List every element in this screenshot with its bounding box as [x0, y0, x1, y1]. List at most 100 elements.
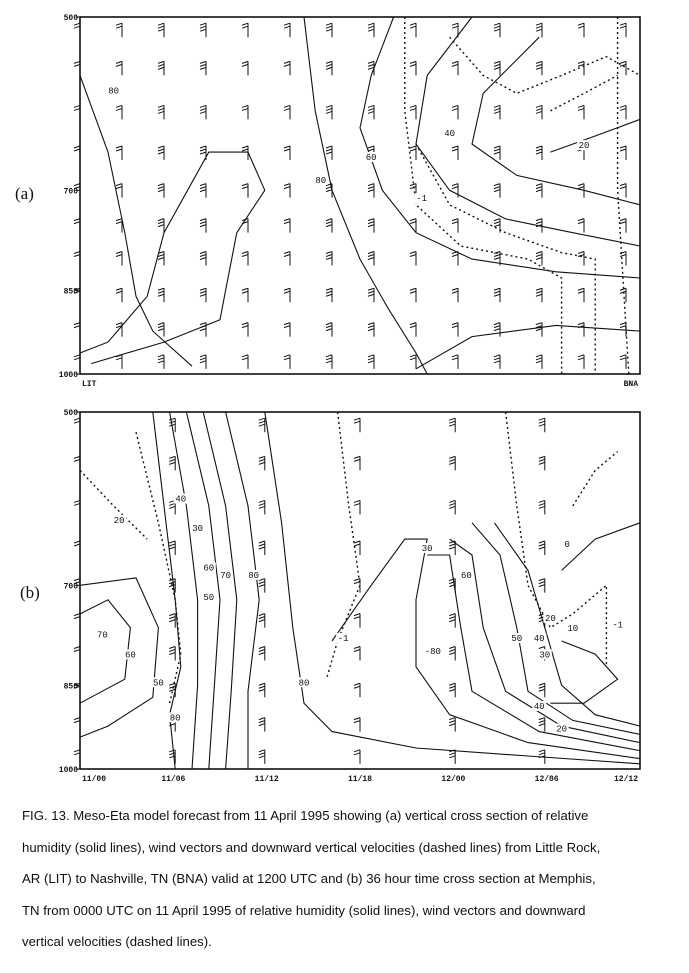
panel-b-wind-barb	[449, 613, 456, 628]
panel-a-wind-barb	[241, 250, 249, 266]
panel-a-wind-barb	[493, 183, 501, 198]
panel-b-wind-barb	[538, 717, 546, 732]
panel-a-wind-barb	[157, 104, 165, 120]
panel-a-contour-label: 60	[366, 153, 377, 163]
panel-a-wind-barb	[73, 183, 81, 198]
panel-a-wind-barb	[73, 104, 81, 120]
panel-b-label-bg	[610, 619, 625, 630]
panel-a-rh-contour	[359, 16, 641, 279]
panel-b-label-bg	[190, 523, 205, 534]
panel-a-rh-contour	[303, 16, 428, 375]
panel-a-wind-barb	[115, 183, 123, 198]
panel-a-cross-section: 500 700 850 1000 LIT BNA 80 80 60 40 20 -1	[59, 14, 641, 389]
panel-b-contour-label: 20	[545, 614, 556, 624]
panel-a-wind-barb	[493, 250, 501, 266]
panel-a-wind-barb	[283, 183, 291, 198]
panel-a-wind-barb	[535, 287, 543, 303]
panel-b-contour-label: 40	[175, 495, 186, 505]
panel-a-wind-barb	[325, 22, 333, 38]
panel-b-contour-label: 10	[567, 624, 578, 634]
caption-line-3: AR (LIT) to Nashville, TN (BNA) valid at…	[22, 871, 596, 886]
panel-b-wind-barb	[258, 613, 266, 628]
panel-a-wind-barb	[157, 60, 165, 76]
panel-a-wind-barb	[283, 60, 291, 76]
panel-a-wind-barb	[535, 183, 543, 198]
panel-b-wind-barb	[353, 499, 361, 515]
panel-a-contour-label: 80	[108, 86, 119, 96]
panel-a-wind-barb	[367, 354, 375, 369]
panel-b-wind-barb	[353, 613, 361, 628]
panel-a-wind-barb	[367, 60, 375, 76]
panel-a-wind-barb	[535, 218, 543, 233]
panel-b-wind-barb	[169, 455, 176, 471]
panel-b-label-bg	[565, 623, 580, 634]
panel-b-wind-barb	[73, 455, 81, 471]
panel-b-wind-barb	[258, 682, 266, 698]
panel-a-label-bg	[442, 128, 457, 139]
panel-a-wind-barb	[535, 250, 543, 266]
panel-b-rh-contour	[264, 411, 641, 765]
panel-b-vv-contour	[504, 411, 608, 667]
panel-a-wind-barb	[115, 250, 123, 266]
panel-b-contour-label: -1	[338, 634, 349, 644]
panel-a-wind-barb	[157, 250, 165, 266]
panel-b-wind-barb	[449, 717, 456, 732]
panel-b-wind-barb	[73, 540, 81, 555]
panel-a-wind-barb	[241, 60, 249, 76]
panel-a-wind-barb	[283, 250, 291, 266]
panel-b-wind-barb	[353, 717, 361, 732]
panel-a-wind-barb	[367, 287, 375, 303]
panel-a-wind-barb	[325, 218, 333, 233]
panel-b-wind-barb	[538, 682, 546, 698]
panel-b-wind-barb	[258, 645, 266, 661]
panel-a-vv-contour	[616, 17, 630, 375]
panel-b-wind-barb	[73, 682, 81, 698]
panel-a-wind-barb	[535, 104, 543, 120]
panel-b-wind-barb	[353, 578, 361, 593]
panel-a-vv-contour	[415, 143, 596, 374]
caption-line-4: TN from 0000 UTC on 11 April 1995 of rel…	[22, 902, 586, 918]
panel-a-wind-barb	[157, 183, 165, 198]
panel-a-wind-barb	[409, 287, 417, 303]
panel-b-label-bg	[173, 493, 188, 504]
panel-a-wind-barb	[115, 104, 123, 120]
panel-a-wind-barb	[493, 60, 501, 76]
panel-a-wind-barb	[73, 22, 81, 38]
panel-a-wind-barb	[241, 218, 249, 233]
panel-a-wind-barb	[199, 60, 207, 76]
panel-a-wind-barb	[493, 322, 501, 337]
panel-b-ytick-label: 1000	[59, 766, 78, 775]
panel-b-wind-barb	[449, 540, 456, 555]
panel-a-wind-barb	[367, 104, 375, 120]
panel-a-wind-barb	[535, 354, 543, 369]
panel-a-wind-barb	[73, 145, 81, 160]
panel-a-label-bg	[106, 85, 121, 96]
panel-b-contour-label: 60	[461, 571, 472, 581]
panel-b-contour-label: -80	[425, 647, 441, 657]
panel-a-wind-barb	[157, 22, 165, 38]
panel-a-xlabel: BNA	[624, 380, 639, 389]
panel-b-rh-contour	[225, 411, 260, 769]
panel-a-wind-barb	[325, 322, 333, 337]
panel-a-wind-barb	[241, 145, 249, 160]
panel-b-wind-barb	[449, 499, 456, 515]
panel-a-wind-barb	[451, 322, 459, 337]
panel-b-wind-barb	[538, 578, 546, 593]
panel-b-wind-barb	[449, 417, 456, 433]
panel-b-contour-label: 50	[511, 634, 522, 644]
panel-b-contour-label: 40	[534, 702, 545, 712]
panel-a-wind-barb	[535, 145, 543, 160]
panel-a-wind-barb	[115, 218, 123, 233]
panel-a-label-bg	[364, 151, 379, 162]
panel-b-wind-barb	[169, 682, 176, 698]
panel-a-label-bg	[577, 140, 591, 151]
panel-a-wind-barb	[577, 354, 585, 369]
panel-b-wind-barb	[538, 417, 546, 433]
panel-a-rh-contour	[415, 324, 641, 370]
panel-a-wind-barb	[367, 218, 375, 233]
panel-a-wind-barb	[241, 104, 249, 120]
panel-a-wind-barb	[283, 145, 291, 160]
panel-b-label-bg	[218, 569, 233, 580]
panel-b-wind-barb	[538, 540, 546, 555]
panel-b-label-bg	[532, 700, 547, 711]
